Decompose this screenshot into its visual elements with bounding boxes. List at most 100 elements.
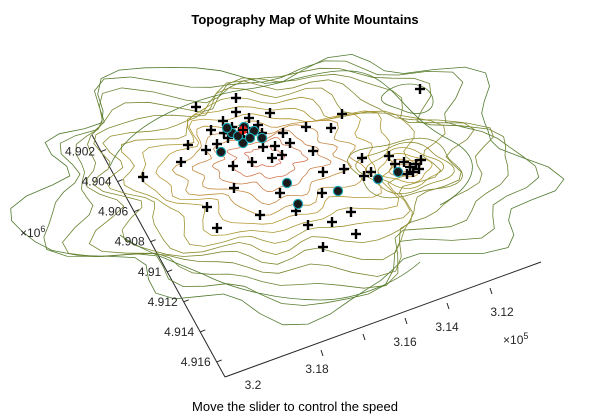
- plus-marker: [183, 140, 193, 150]
- x-tick-label: 3.2: [245, 378, 262, 392]
- plus-marker: [351, 229, 361, 239]
- x-tick-mark: [362, 333, 366, 341]
- x-axis-exponent: ×105: [503, 331, 528, 347]
- circle-markers: [215, 121, 404, 210]
- circle-marker: [281, 177, 293, 189]
- plus-marker: [231, 107, 241, 117]
- plus-marker: [390, 159, 400, 169]
- plus-marker: [357, 153, 367, 163]
- plus-marker: [247, 157, 257, 167]
- x-axis-ticks: 3.12 3.14 3.16 3.18 3.2: [245, 287, 514, 392]
- plus-marker: [201, 145, 211, 155]
- y-tick-label: 4.916: [181, 355, 211, 369]
- contour-line: [346, 137, 464, 199]
- y-tick-mark: [166, 269, 173, 273]
- contour-line: [140, 106, 400, 236]
- plus-marker: [265, 108, 275, 118]
- plus-marker: [270, 141, 280, 151]
- circle-marker: [372, 173, 384, 185]
- contour-line: [244, 145, 286, 168]
- x-tick-label: 3.12: [490, 305, 514, 319]
- x-tick-mark: [446, 302, 450, 310]
- y-tick-label: 4.904: [82, 175, 112, 189]
- plus-marker: [337, 109, 347, 119]
- plus-marker: [318, 242, 328, 252]
- plus-marker: [258, 142, 268, 152]
- plus-markers: [138, 84, 426, 252]
- circle-marker: [244, 132, 256, 144]
- y-tick-mark: [183, 299, 189, 303]
- x-axis-line: [224, 261, 542, 378]
- plus-marker: [346, 207, 356, 217]
- circle-marker: [232, 130, 244, 142]
- contour-line: [119, 234, 421, 301]
- x-tick-mark: [489, 287, 493, 295]
- contour-line: [377, 152, 433, 184]
- y-tick-label: 4.908: [115, 235, 145, 249]
- y-tick-mark: [150, 239, 156, 243]
- contour-line: [10, 53, 565, 326]
- circle-marker: [256, 132, 268, 144]
- contour-lines: [10, 53, 565, 326]
- y-axis-ticks: 4.902 4.904 4.906 4.908 4.91 4.912 4.914 4.916: [65, 145, 222, 369]
- plus-marker: [414, 164, 424, 174]
- plus-marker: [301, 122, 311, 132]
- y-tick-mark: [216, 359, 222, 363]
- contour-line: [62, 67, 509, 289]
- circle-marker: [332, 185, 344, 197]
- plus-marker: [229, 183, 239, 193]
- plus-marker: [384, 151, 394, 161]
- plus-marker: [176, 157, 186, 167]
- plus-marker: [366, 167, 376, 177]
- plus-marker: [275, 188, 285, 198]
- contour-line: [380, 83, 434, 114]
- contour-line: [355, 141, 455, 195]
- y-tick-label: 4.914: [164, 325, 194, 339]
- x-tick-mark: [404, 317, 408, 325]
- plus-marker: [278, 128, 288, 138]
- circle-marker: [215, 146, 227, 158]
- plus-marker: [399, 157, 409, 167]
- x-tick-label: 3.18: [305, 362, 329, 376]
- plus-marker: [228, 161, 238, 171]
- plus-marker: [202, 202, 212, 212]
- contour-line: [211, 129, 332, 193]
- contour-line: [366, 147, 444, 189]
- plus-marker: [191, 102, 201, 112]
- circle-marker: [292, 198, 304, 210]
- y-tick-mark: [133, 209, 140, 213]
- y-tick-mark: [200, 329, 206, 333]
- contour-line: [86, 73, 494, 277]
- y-tick-label: 4.902: [65, 145, 95, 159]
- plus-marker: [326, 123, 336, 133]
- y-tick-mark: [117, 179, 123, 183]
- plus-marker: [327, 217, 337, 227]
- plus-marker: [318, 167, 328, 177]
- plus-marker: [206, 125, 216, 135]
- contour-line: [155, 113, 382, 225]
- circle-marker: [221, 122, 233, 134]
- plus-marker: [212, 223, 222, 233]
- plus-marker: [244, 113, 254, 123]
- plus-marker: [402, 169, 412, 179]
- y-tick-label: 4.912: [148, 295, 178, 309]
- contour-line: [171, 119, 366, 216]
- y-axis-exponent: ×106: [20, 224, 45, 240]
- plus-marker: [416, 155, 426, 165]
- plus-marker: [408, 167, 418, 177]
- plus-marker: [339, 164, 349, 174]
- plus-marker: [285, 138, 295, 148]
- contour-line: [43, 60, 540, 306]
- circle-marker: [237, 137, 249, 149]
- y-tick-label: 4.91: [138, 265, 162, 279]
- plus-marker: [267, 153, 277, 163]
- x-tick-mark: [320, 349, 324, 357]
- plus-marker: [303, 220, 313, 230]
- y-tick-label: 4.906: [98, 205, 128, 219]
- slider-instruction: Move the slider to control the speed: [192, 399, 398, 414]
- plus-marker: [231, 93, 241, 103]
- peak-marker: [238, 125, 248, 135]
- plus-marker: [277, 150, 287, 160]
- plus-marker: [218, 116, 228, 126]
